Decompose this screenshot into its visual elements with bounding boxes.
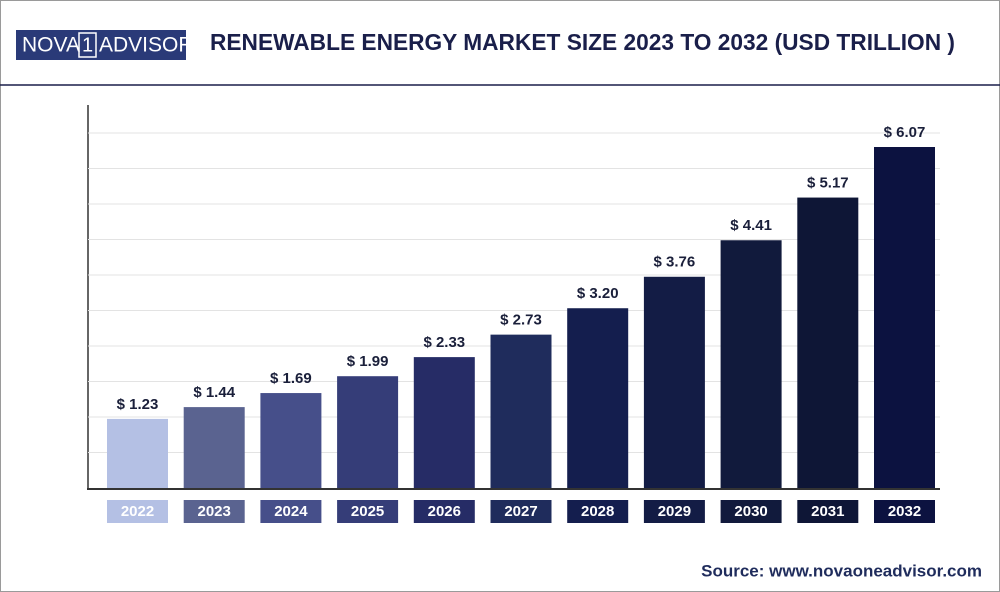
chart-title: RENEWABLE ENERGY MARKET SIZE 2023 TO 203… [210, 29, 955, 55]
x-tick-label: 2024 [274, 503, 308, 520]
data-label: $ 1.44 [193, 384, 235, 401]
x-tick-box [797, 500, 859, 523]
logo-text: ADVISOR [99, 34, 194, 57]
bar [260, 393, 322, 488]
x-tick-label: 2032 [888, 503, 921, 520]
data-label: $ 1.99 [347, 353, 389, 370]
data-label: $ 5.17 [807, 175, 849, 192]
bar [183, 407, 245, 488]
data-label: $ 3.20 [577, 285, 619, 302]
x-tick-box [413, 500, 475, 523]
x-tick-label: 2023 [198, 503, 231, 520]
bar [874, 147, 935, 488]
bar [413, 357, 475, 488]
data-label: $ 3.76 [654, 254, 696, 271]
x-tick-box [183, 500, 245, 523]
bar [567, 308, 629, 488]
x-tick-label: 2022 [121, 503, 154, 520]
bar [720, 240, 782, 488]
x-tick-box [643, 500, 705, 523]
x-tick-box [490, 500, 552, 523]
bar [490, 334, 552, 488]
logo-box [16, 30, 186, 60]
x-tick-label: 2029 [658, 503, 691, 520]
x-tick-box [720, 500, 782, 523]
bar [797, 197, 859, 489]
x-tick-box [567, 500, 629, 523]
data-label: $ 4.41 [730, 217, 772, 234]
x-tick-label: 2025 [351, 503, 384, 520]
data-label: $ 6.07 [884, 124, 926, 141]
x-tick-box [107, 500, 168, 523]
x-tick-box [337, 500, 399, 523]
x-tick-label: 2028 [581, 503, 614, 520]
bar [643, 276, 705, 488]
x-tick-box [874, 500, 935, 523]
logo-text: 1 [82, 34, 93, 56]
bar [337, 376, 399, 488]
data-label: $ 2.33 [423, 334, 465, 351]
source: Source: www.novaoneadvisor.com [701, 561, 982, 580]
data-label: $ 2.73 [500, 312, 542, 329]
logo-digit-box [78, 32, 97, 58]
x-tick-label: 2031 [811, 503, 844, 520]
data-label: $ 1.69 [270, 370, 312, 387]
bar [107, 418, 168, 488]
data-label: $ 1.23 [117, 396, 159, 413]
logo-text: NOVA [22, 34, 80, 57]
x-tick-label: 2030 [734, 503, 767, 520]
x-tick-label: 2026 [428, 503, 461, 520]
x-tick-label: 2027 [504, 503, 537, 520]
x-tick-box [260, 500, 322, 523]
